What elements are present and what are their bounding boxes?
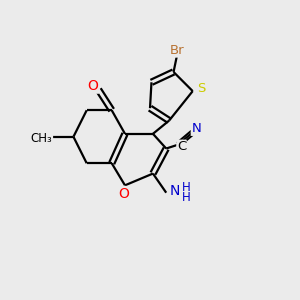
Text: O: O: [88, 79, 99, 93]
Text: C: C: [177, 140, 186, 153]
Text: S: S: [197, 82, 206, 95]
Text: CH₃: CH₃: [31, 132, 52, 145]
Text: H: H: [182, 191, 190, 205]
Text: H: H: [182, 181, 190, 194]
Text: N: N: [191, 122, 201, 135]
Text: O: O: [118, 187, 129, 201]
Text: N: N: [170, 184, 180, 198]
Text: Br: Br: [170, 44, 184, 57]
